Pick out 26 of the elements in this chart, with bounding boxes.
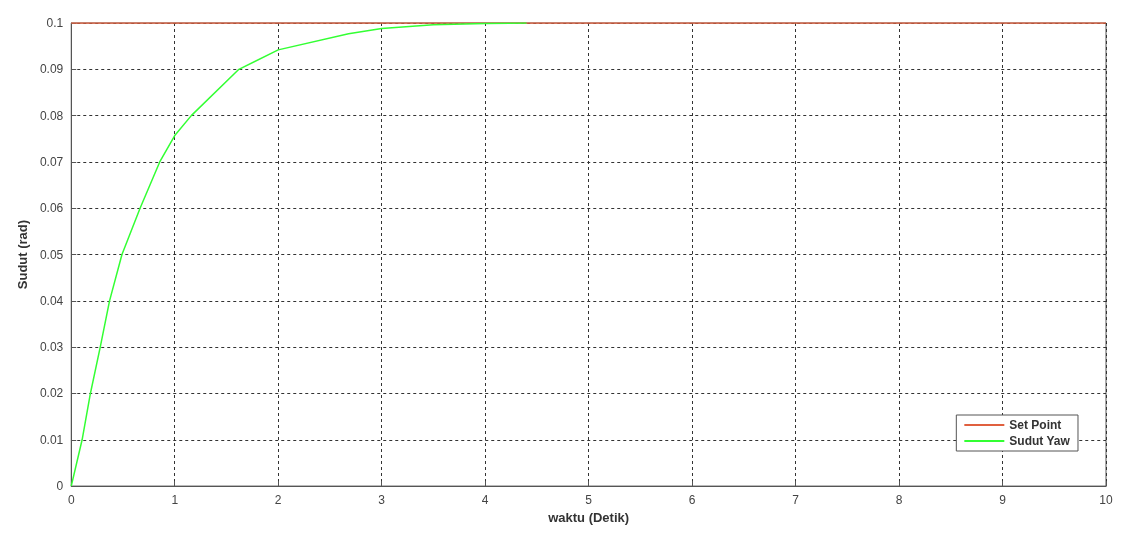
- y-tick-label: 0.03: [39, 340, 64, 355]
- y-tick-label: 0.09: [39, 62, 64, 77]
- x-tick-label: 1: [171, 493, 179, 508]
- x-tick-label: 6: [688, 493, 696, 508]
- legend-label: Sudut Yaw: [1009, 434, 1071, 448]
- x-tick-label: 0: [67, 493, 75, 508]
- x-tick-label: 7: [792, 493, 800, 508]
- y-tick-label: 0.1: [46, 16, 64, 30]
- x-tick-label: 9: [999, 493, 1007, 508]
- y-tick-label: 0.08: [39, 108, 64, 123]
- y-axis-title: Sudut (rad): [15, 219, 30, 290]
- y-tick-label: 0.07: [39, 154, 64, 169]
- x-tick-label: 8: [895, 493, 903, 508]
- x-tick-label: 5: [585, 493, 593, 508]
- x-tick-label: 10: [1099, 493, 1113, 508]
- y-tick-label: 0.05: [39, 247, 64, 262]
- y-tick-label: 0.01: [39, 432, 64, 447]
- y-tick-label: 0.06: [39, 201, 64, 216]
- y-tick-label: 0.04: [39, 293, 64, 308]
- y-tick-label: 0: [56, 479, 64, 494]
- legend-label: Set Point: [1009, 418, 1062, 432]
- x-tick-label: 2: [274, 493, 282, 508]
- x-tick-label: 4: [481, 493, 489, 508]
- x-axis-title: waktu (Detik): [547, 510, 630, 525]
- x-tick-label: 3: [378, 493, 386, 508]
- y-tick-label: 0.02: [39, 386, 64, 401]
